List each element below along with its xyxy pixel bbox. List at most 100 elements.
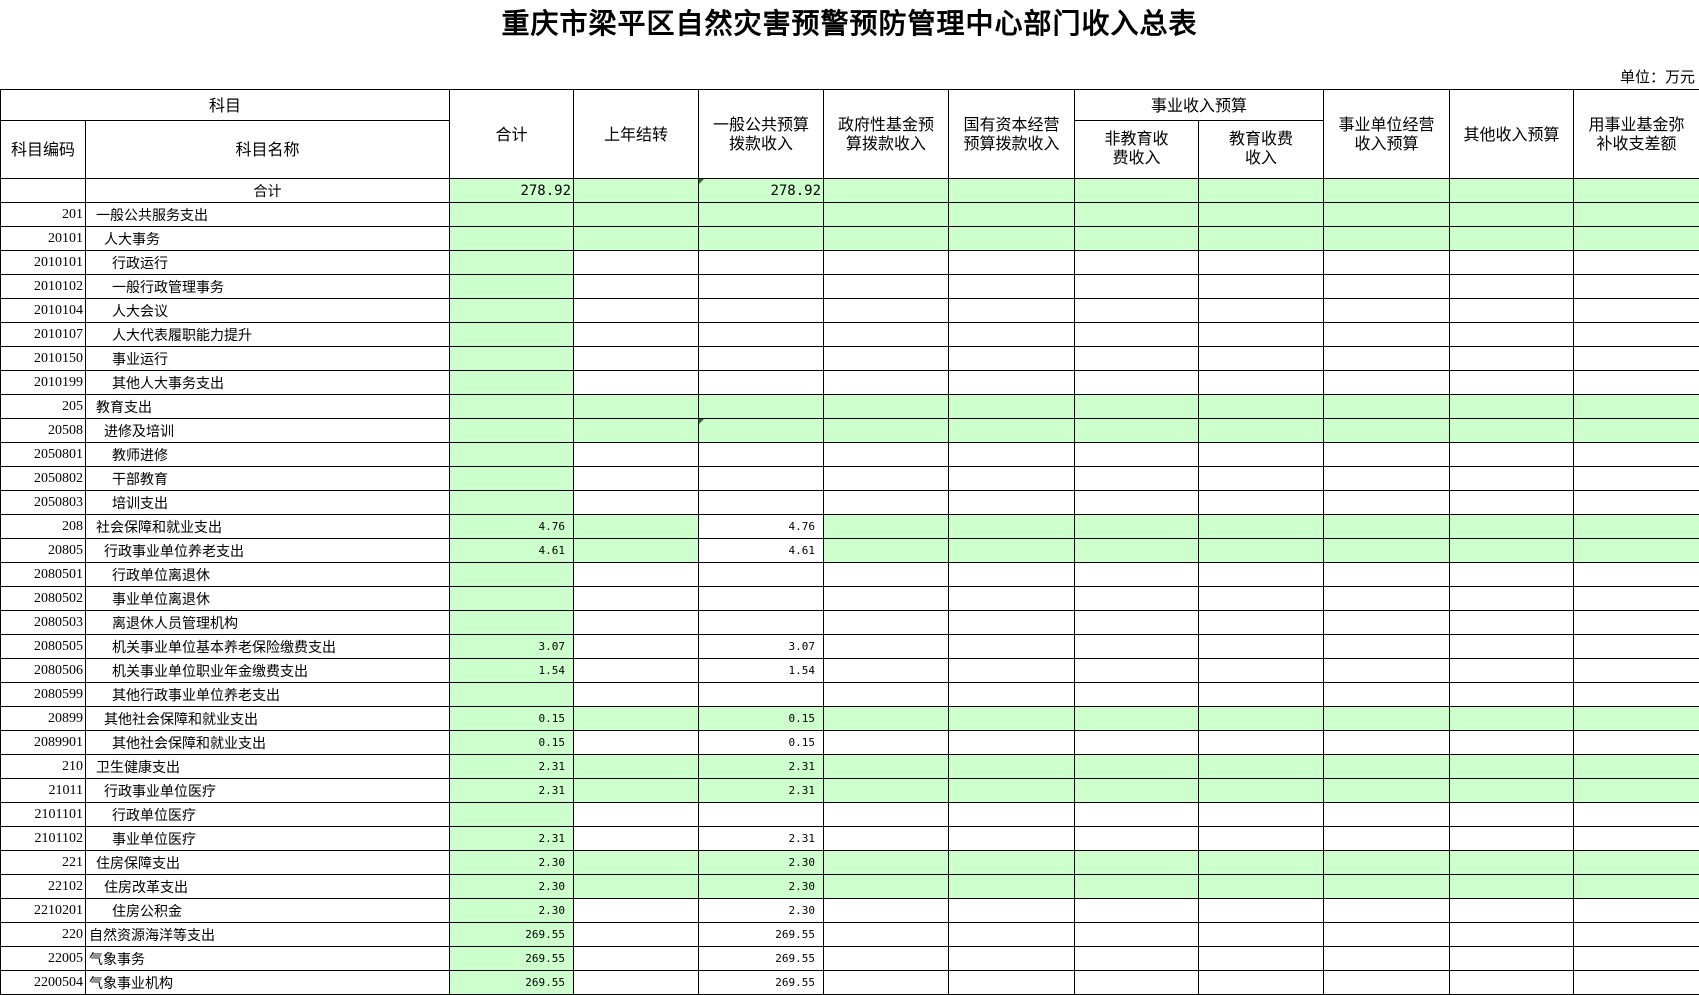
subject-name-cell: 事业单位医疗 xyxy=(86,827,450,851)
non-edu-cell xyxy=(1075,179,1199,203)
subject-code-cell: 2080505 xyxy=(1,635,86,659)
operating-cell xyxy=(1324,323,1450,347)
state-capital-cell xyxy=(949,587,1075,611)
total-cell xyxy=(450,491,574,515)
fund-offset-cell xyxy=(1574,755,1699,779)
subject-name-cell: 离退休人员管理机构 xyxy=(86,611,450,635)
general-budget-cell xyxy=(699,395,824,419)
edu-cell xyxy=(1199,587,1324,611)
state-capital-cell xyxy=(949,563,1075,587)
header-business-group: 事业收入预算 xyxy=(1075,90,1324,121)
header-edu: 教育收费收入 xyxy=(1199,121,1324,179)
fund-offset-cell xyxy=(1574,923,1699,947)
total-cell: 2.30 xyxy=(450,899,574,923)
general-budget-cell xyxy=(699,227,824,251)
fund-offset-cell xyxy=(1574,323,1699,347)
general-budget-cell: 2.30 xyxy=(699,875,824,899)
gov-fund-cell xyxy=(824,635,949,659)
general-budget-cell xyxy=(699,443,824,467)
total-cell: 0.15 xyxy=(450,707,574,731)
operating-cell xyxy=(1324,539,1450,563)
edu-cell xyxy=(1199,563,1324,587)
header-operating: 事业单位经营收入预算 xyxy=(1324,90,1450,179)
other-cell xyxy=(1450,539,1574,563)
carryover-cell xyxy=(574,659,699,683)
operating-cell xyxy=(1324,635,1450,659)
operating-cell xyxy=(1324,731,1450,755)
operating-cell xyxy=(1324,683,1450,707)
carryover-cell xyxy=(574,923,699,947)
total-cell xyxy=(450,371,574,395)
carryover-cell xyxy=(574,443,699,467)
state-capital-cell xyxy=(949,683,1075,707)
other-cell xyxy=(1450,179,1574,203)
subject-code-cell: 20508 xyxy=(1,419,86,443)
other-cell xyxy=(1450,707,1574,731)
subject-code-cell: 2010199 xyxy=(1,371,86,395)
subject-name-cell: 事业单位离退休 xyxy=(86,587,450,611)
subject-code-cell: 210 xyxy=(1,755,86,779)
carryover-cell xyxy=(574,347,699,371)
edu-cell xyxy=(1199,779,1324,803)
edu-cell xyxy=(1199,707,1324,731)
carryover-cell xyxy=(574,587,699,611)
state-capital-cell xyxy=(949,827,1075,851)
other-cell xyxy=(1450,899,1574,923)
fund-offset-cell xyxy=(1574,851,1699,875)
subject-name-cell: 社会保障和就业支出 xyxy=(86,515,450,539)
gov-fund-cell xyxy=(824,923,949,947)
gov-fund-cell xyxy=(824,587,949,611)
state-capital-cell xyxy=(949,803,1075,827)
subject-code-cell: 2080599 xyxy=(1,683,86,707)
gov-fund-cell xyxy=(824,491,949,515)
non-edu-cell xyxy=(1075,827,1199,851)
fund-offset-cell xyxy=(1574,683,1699,707)
subject-name-cell: 机关事业单位基本养老保险缴费支出 xyxy=(86,635,450,659)
state-capital-cell xyxy=(949,395,1075,419)
subject-name-cell: 气象事务 xyxy=(86,947,450,971)
non-edu-cell xyxy=(1075,611,1199,635)
fund-offset-cell xyxy=(1574,203,1699,227)
subject-name-cell: 气象事业机构 xyxy=(86,971,450,995)
edu-cell xyxy=(1199,899,1324,923)
state-capital-cell xyxy=(949,275,1075,299)
subject-name-cell: 机关事业单位职业年金缴费支出 xyxy=(86,659,450,683)
other-cell xyxy=(1450,563,1574,587)
state-capital-cell xyxy=(949,755,1075,779)
non-edu-cell xyxy=(1075,515,1199,539)
non-edu-cell xyxy=(1075,899,1199,923)
subject-name-cell: 人大会议 xyxy=(86,299,450,323)
fund-offset-cell xyxy=(1574,539,1699,563)
state-capital-cell xyxy=(949,875,1075,899)
subject-code-cell: 2050802 xyxy=(1,467,86,491)
non-edu-cell xyxy=(1075,923,1199,947)
operating-cell xyxy=(1324,179,1450,203)
fund-offset-cell xyxy=(1574,827,1699,851)
header-non-edu: 非教育收费收入 xyxy=(1075,121,1199,179)
fund-offset-cell xyxy=(1574,707,1699,731)
header-subject: 科目 xyxy=(1,90,450,121)
other-cell xyxy=(1450,395,1574,419)
other-cell xyxy=(1450,875,1574,899)
other-cell xyxy=(1450,851,1574,875)
subject-name-cell: 住房保障支出 xyxy=(86,851,450,875)
operating-cell xyxy=(1324,659,1450,683)
other-cell xyxy=(1450,491,1574,515)
total-cell: 2.31 xyxy=(450,827,574,851)
gov-fund-cell xyxy=(824,299,949,323)
income-summary-table: 科目 合计 上年结转 一般公共预算拨款收入 政府性基金预算拨款收入 国有资本经营… xyxy=(0,89,1699,995)
non-edu-cell xyxy=(1075,755,1199,779)
gov-fund-cell xyxy=(824,467,949,491)
non-edu-cell xyxy=(1075,371,1199,395)
total-cell xyxy=(450,803,574,827)
gov-fund-cell xyxy=(824,731,949,755)
other-cell xyxy=(1450,659,1574,683)
gov-fund-cell xyxy=(824,563,949,587)
gov-fund-cell xyxy=(824,947,949,971)
state-capital-cell xyxy=(949,347,1075,371)
operating-cell xyxy=(1324,587,1450,611)
